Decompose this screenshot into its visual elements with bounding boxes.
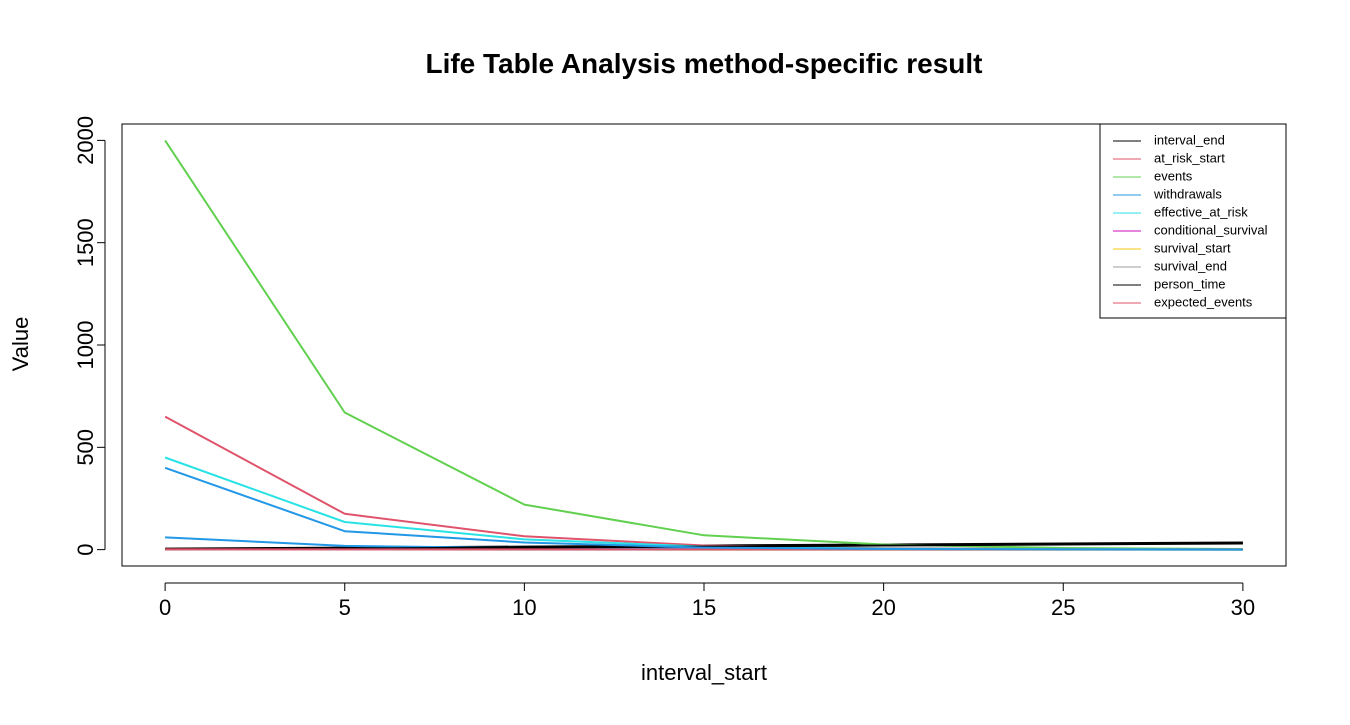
- x-tick-label: 10: [512, 595, 536, 620]
- legend-label: at_risk_start: [1154, 150, 1225, 165]
- series-line-series-10: [165, 468, 1243, 550]
- x-tick-label: 15: [692, 595, 716, 620]
- y-tick-label: 0: [73, 544, 98, 556]
- x-tick-label: 0: [159, 595, 171, 620]
- legend-label: effective_at_risk: [1154, 204, 1248, 219]
- legend-label: conditional_survival: [1154, 222, 1268, 237]
- legend-label: events: [1154, 168, 1193, 183]
- chart-title: Life Table Analysis method-specific resu…: [425, 48, 982, 79]
- series-layer: [165, 140, 1243, 549]
- x-tick-label: 5: [339, 595, 351, 620]
- series-line-events: [165, 140, 1243, 549]
- legend-label: expected_events: [1154, 294, 1253, 309]
- legend-label: survival_start: [1154, 240, 1231, 255]
- legend-label: person_time: [1154, 276, 1226, 291]
- y-tick-label: 1000: [73, 321, 98, 370]
- x-tick-label: 30: [1231, 595, 1255, 620]
- y-tick-label: 500: [73, 429, 98, 466]
- legend-label: survival_end: [1154, 258, 1227, 273]
- y-axis-label: Value: [8, 317, 33, 372]
- x-tick-label: 20: [871, 595, 895, 620]
- y-tick-label: 2000: [73, 116, 98, 165]
- x-axis-label: interval_start: [641, 660, 767, 685]
- series-line-at_risk_start: [165, 417, 1243, 550]
- legend-label: withdrawals: [1153, 186, 1222, 201]
- y-tick-label: 1500: [73, 218, 98, 267]
- legend-label: interval_end: [1154, 132, 1225, 147]
- x-tick-label: 25: [1051, 595, 1075, 620]
